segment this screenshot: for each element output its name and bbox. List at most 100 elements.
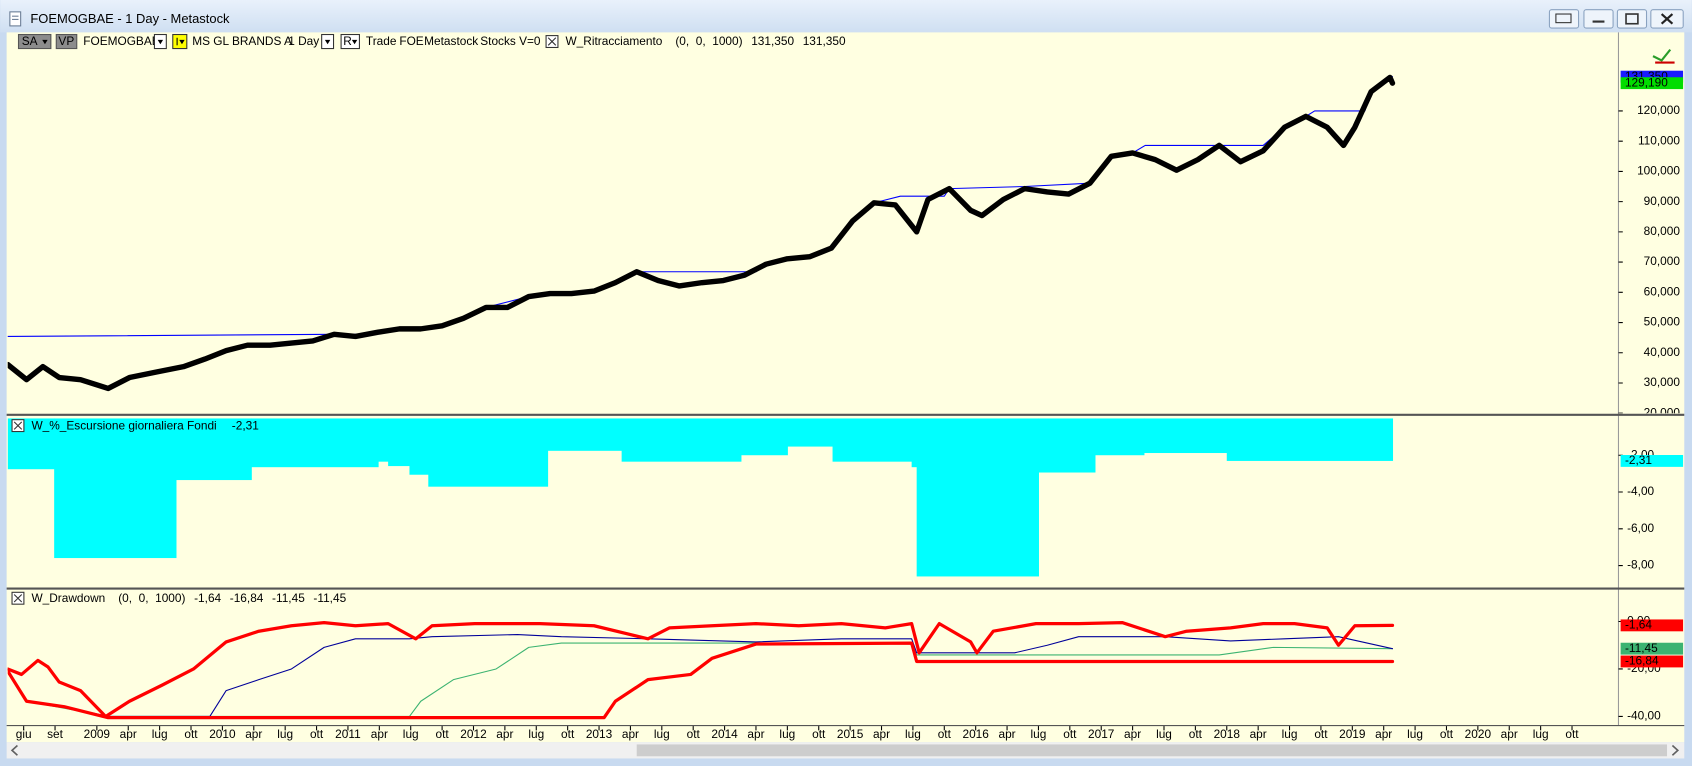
y-tick-label: 20,000 [1644,405,1681,419]
y-tick-label: 100,000 [1637,164,1680,178]
x-tick-label: ott [310,727,324,741]
x-tick-label: 2013 [586,727,613,741]
y-tick-label: -6,00 [1627,521,1654,535]
icon: R [343,34,352,48]
window-controls[interactable] [1548,9,1684,29]
legend-value: -1,64 [194,591,221,605]
legend-value: -16,84 [230,591,264,605]
field: V=0 [519,34,541,48]
minimize-button[interactable] [1583,9,1614,29]
last-value-label: -11,45 [1625,641,1658,655]
excursion-pane [7,418,1394,577]
chart-background [6,32,1685,743]
scrollbar[interactable] [6,742,1685,759]
x-tick-label: ott [812,727,826,741]
x-tick-label: apr [998,727,1015,741]
legend-value: -11,45 [272,591,305,605]
legend-value-bg [229,419,261,433]
last-value-label: -2,31 [1625,453,1652,467]
x-tick-label: apr [496,727,513,741]
y-tick-label: 30,000 [1644,375,1681,389]
chart-tool-icon[interactable] [1652,48,1675,64]
scroll-right[interactable] [1671,744,1680,756]
app-icon [9,11,22,27]
symbol[interactable]: FOEMOGBAE [83,34,160,48]
legend-value: 131,350 [803,34,846,48]
y-tick-label: -4,00 [1627,484,1654,498]
area-step [547,418,623,451]
x-tick-label: 2017 [1088,727,1114,741]
icon [547,37,557,46]
window-title: FOEMOGBAE - 1 Day - Metastock [30,11,230,26]
last-value-label: -1,64 [1625,618,1652,632]
indicator-name: W_Drawdown [31,591,105,605]
drawdown-axis: 0,00-20,00-40,00-1,64-11,45-16,84 [1618,614,1684,723]
info-button[interactable] [172,33,188,50]
x-tick-label: apr [747,727,764,741]
icon [1660,13,1674,25]
x-tick-label: lug [1031,727,1047,741]
area-step [409,418,429,475]
icon [351,39,358,45]
x-tick-label: apr [873,727,890,741]
x-tick-label: lug [1533,727,1549,741]
x-tick-label: 2012 [460,727,486,741]
indicator-name: W_Ritracciamento [565,34,662,48]
last-value-tag [1620,454,1684,467]
button-label: VP [58,34,74,48]
sa-button[interactable] [17,33,52,50]
area-step [428,418,549,487]
price-pane [7,74,1396,392]
last-value-tag [1620,77,1684,90]
button-label: SA [22,34,38,48]
period: 1 Day [288,34,319,48]
x-tick-label: apr [1250,727,1267,741]
x-tick-label: ott [436,727,450,741]
x-tick-label: lug [779,727,795,741]
series-line [7,74,1396,392]
x-tick-label: lug [152,727,168,741]
x-tick-label: lug [905,727,921,741]
x-tick-label: 2019 [1339,727,1366,741]
area-step [787,418,834,447]
x-tick-label: ott [687,727,701,741]
indicator-params: (0, 0, 1000) [118,591,185,605]
restore-all-button[interactable] [1548,9,1580,29]
legends: W_Ritracciamento (0, 0, 1000) 131,350 131,3… [11,34,846,605]
icon [42,39,48,45]
price-axis: 20,000 30,000 40,000 50,000 60,000 70,000 80,0… [1618,69,1684,419]
area-step [1094,418,1145,456]
series-line [7,621,1395,719]
scroll-thumb[interactable] [636,744,1668,757]
icon [157,39,164,45]
x-tick-label: 2016 [962,727,989,741]
series-line [7,633,1394,717]
x-tick-label: set [47,727,64,741]
indicator-name: W_%_Escursione giornaliera Fondi [31,418,216,432]
x-tick-label: ott [1314,727,1328,741]
r-dropdown[interactable] [340,33,360,50]
x-tick-label: lug [1407,727,1423,741]
maximize-button[interactable] [1616,9,1648,29]
area-step [740,418,788,456]
icon [13,421,23,430]
x-tick-label: 2010 [209,727,236,741]
drawdown-pane [7,621,1395,720]
x-tick-label: lug [1156,727,1172,741]
scroll-left[interactable] [10,744,18,756]
x-tick-label: apr [1124,727,1141,741]
icon [324,39,331,45]
excursion-axis: -2,00-4,00-6,00-8,00-2,31 [1618,447,1684,572]
field: Stocks [480,34,516,48]
area-step [1038,418,1096,473]
x-tick-label: ott [184,727,198,741]
icon [1555,13,1572,24]
area-step [54,418,177,559]
vp-button[interactable] [55,33,78,50]
field: Trade [366,34,397,48]
x-tick-label: apr [120,727,137,741]
x-tick-label: 2011 [335,727,361,741]
x-tick-label: 2014 [711,727,738,741]
legend-value: -2,31 [232,418,259,432]
